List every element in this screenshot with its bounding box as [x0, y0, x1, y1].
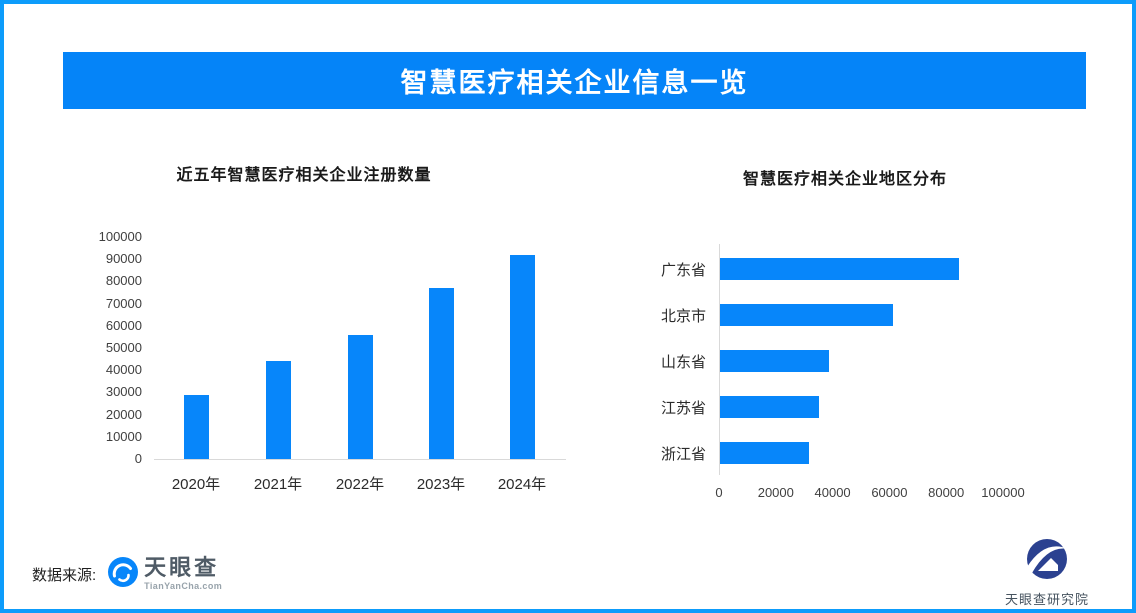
x-axis-category-label: 2021年: [253, 476, 303, 493]
tianyancha-name: 天眼查: [144, 555, 220, 580]
bar-2021年: [266, 361, 291, 459]
bar-2024年: [510, 255, 535, 459]
y-axis-tick-label: 0: [134, 451, 142, 466]
y-axis-tick-label: 30000: [105, 384, 142, 400]
y-axis-tick-label: 20000: [105, 406, 142, 422]
left-chart-title: 近五年智慧医疗相关企业注册数量: [176, 167, 432, 184]
bar-2022年: [348, 335, 373, 459]
y-axis-tick-label: 60000: [105, 317, 142, 333]
bar-2023年: [429, 288, 454, 459]
bar-浙江省: [720, 442, 809, 464]
bar-山东省: [720, 350, 829, 372]
y-axis-tick-label: 10000: [105, 428, 142, 444]
research-institute-icon: [1023, 537, 1071, 586]
bar-北京市: [720, 304, 893, 326]
x-axis-tick-label: 20000: [757, 485, 794, 500]
data-source-row: 数据来源: 天眼查 TianYanCha.com: [32, 553, 222, 595]
bar-2020年: [184, 395, 209, 459]
x-axis-tick-label: 60000: [871, 485, 908, 500]
y-axis-tick-label: 100000: [98, 229, 142, 244]
y-axis-tick-label: 80000: [105, 273, 142, 289]
x-axis-tick-label: 0: [715, 485, 723, 500]
x-axis-category-label: 2024年: [497, 476, 547, 493]
charts-layer: 0 10000 20000 30000 40000 50000 60000 70000 8000…: [4, 4, 1132, 609]
y-axis-tick-label: 50000: [105, 340, 142, 355]
x-axis-tick-label: 40000: [814, 485, 851, 500]
category-label-浙江省: 浙江省: [660, 446, 706, 463]
tianyancha-wordmark: 天眼查 TianYanCha.com: [144, 557, 222, 591]
bar-江苏省: [720, 396, 819, 418]
research-institute-logo: 天眼查研究院: [990, 537, 1104, 608]
tianyancha-domain: TianYanCha.com: [144, 581, 223, 591]
research-institute-name: 天眼查研究院: [1004, 592, 1089, 607]
category-label-广东省: 广东省: [660, 262, 706, 279]
y-axis-tick-label: 90000: [105, 251, 142, 267]
tianyancha-logo: 天眼查 TianYanCha.com: [108, 556, 222, 592]
x-axis-line: [154, 459, 566, 460]
x-axis-category-label: 2022年: [335, 476, 385, 493]
right-chart-title: 智慧医疗相关企业地区分布: [742, 171, 947, 188]
tianyancha-eye-icon: [108, 556, 139, 592]
y-axis-tick-label: 40000: [105, 362, 142, 378]
category-label-山东省: 山东省: [660, 354, 706, 371]
bar-广东省: [720, 258, 959, 280]
page-title: 智慧医疗相关企业信息一览: [400, 68, 749, 98]
x-axis-tick-label: 80000: [928, 485, 965, 500]
x-axis-tick-label: 100000: [981, 485, 1025, 500]
y-axis-line: [719, 244, 720, 475]
x-axis-category-label: 2023年: [416, 476, 466, 493]
category-label-北京市: 北京市: [660, 308, 706, 325]
data-source-label: 数据来源:: [32, 566, 97, 584]
title-banner: 智慧医疗相关企业信息一览: [63, 52, 1086, 109]
category-label-江苏省: 江苏省: [660, 400, 706, 417]
y-axis-tick-label: 70000: [105, 295, 142, 311]
x-axis-category-label: 2020年: [171, 476, 221, 493]
